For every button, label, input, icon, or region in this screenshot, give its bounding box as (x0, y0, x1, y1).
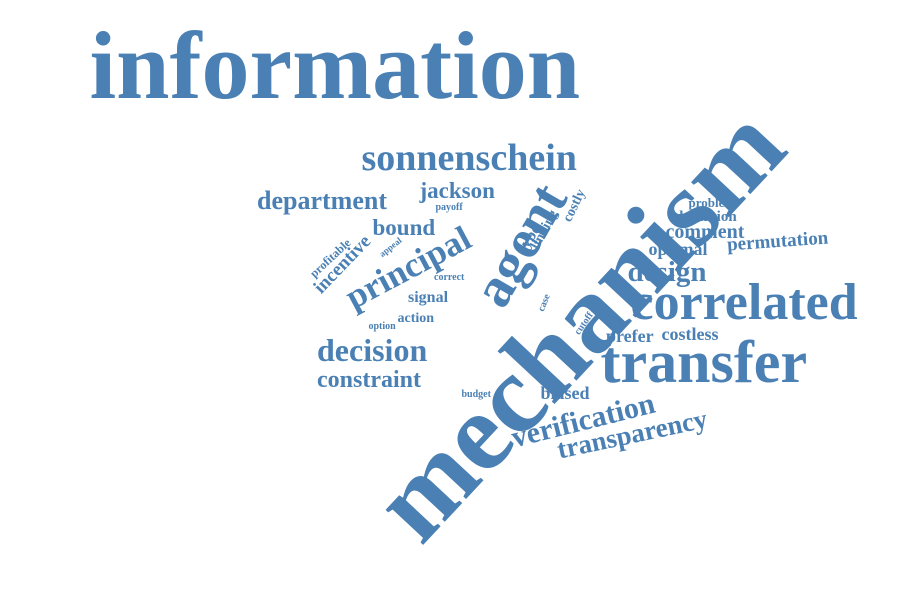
word-costless: costless (661, 324, 719, 344)
word-option: option (368, 321, 396, 332)
word-transfer: transfer (600, 329, 808, 395)
word-correct: correct (434, 272, 465, 283)
word-correlated: correlated (630, 274, 858, 331)
word-department: department (257, 186, 387, 215)
word-budget: budget (461, 389, 491, 400)
word-constraint: constraint (317, 367, 421, 393)
word-decision: decision (317, 332, 428, 368)
word-payoff: payoff (435, 202, 463, 213)
word-optimal: optimal (648, 239, 708, 259)
word-signal: signal (408, 289, 449, 306)
word-jackson: jackson (419, 177, 495, 203)
word-definition: definition (675, 208, 737, 225)
word-biased: biased (540, 383, 590, 403)
word-problem: problem (688, 194, 736, 210)
word-bound: bound (372, 214, 436, 240)
word-comment: comment (665, 221, 745, 243)
word-sonnenschein: sonnenschein (361, 137, 577, 179)
word-design: design (627, 255, 707, 288)
word-prefer: prefer (606, 326, 654, 346)
word-information: information (89, 12, 581, 119)
word-costly: costly (560, 187, 589, 225)
word-action: action (397, 311, 435, 326)
